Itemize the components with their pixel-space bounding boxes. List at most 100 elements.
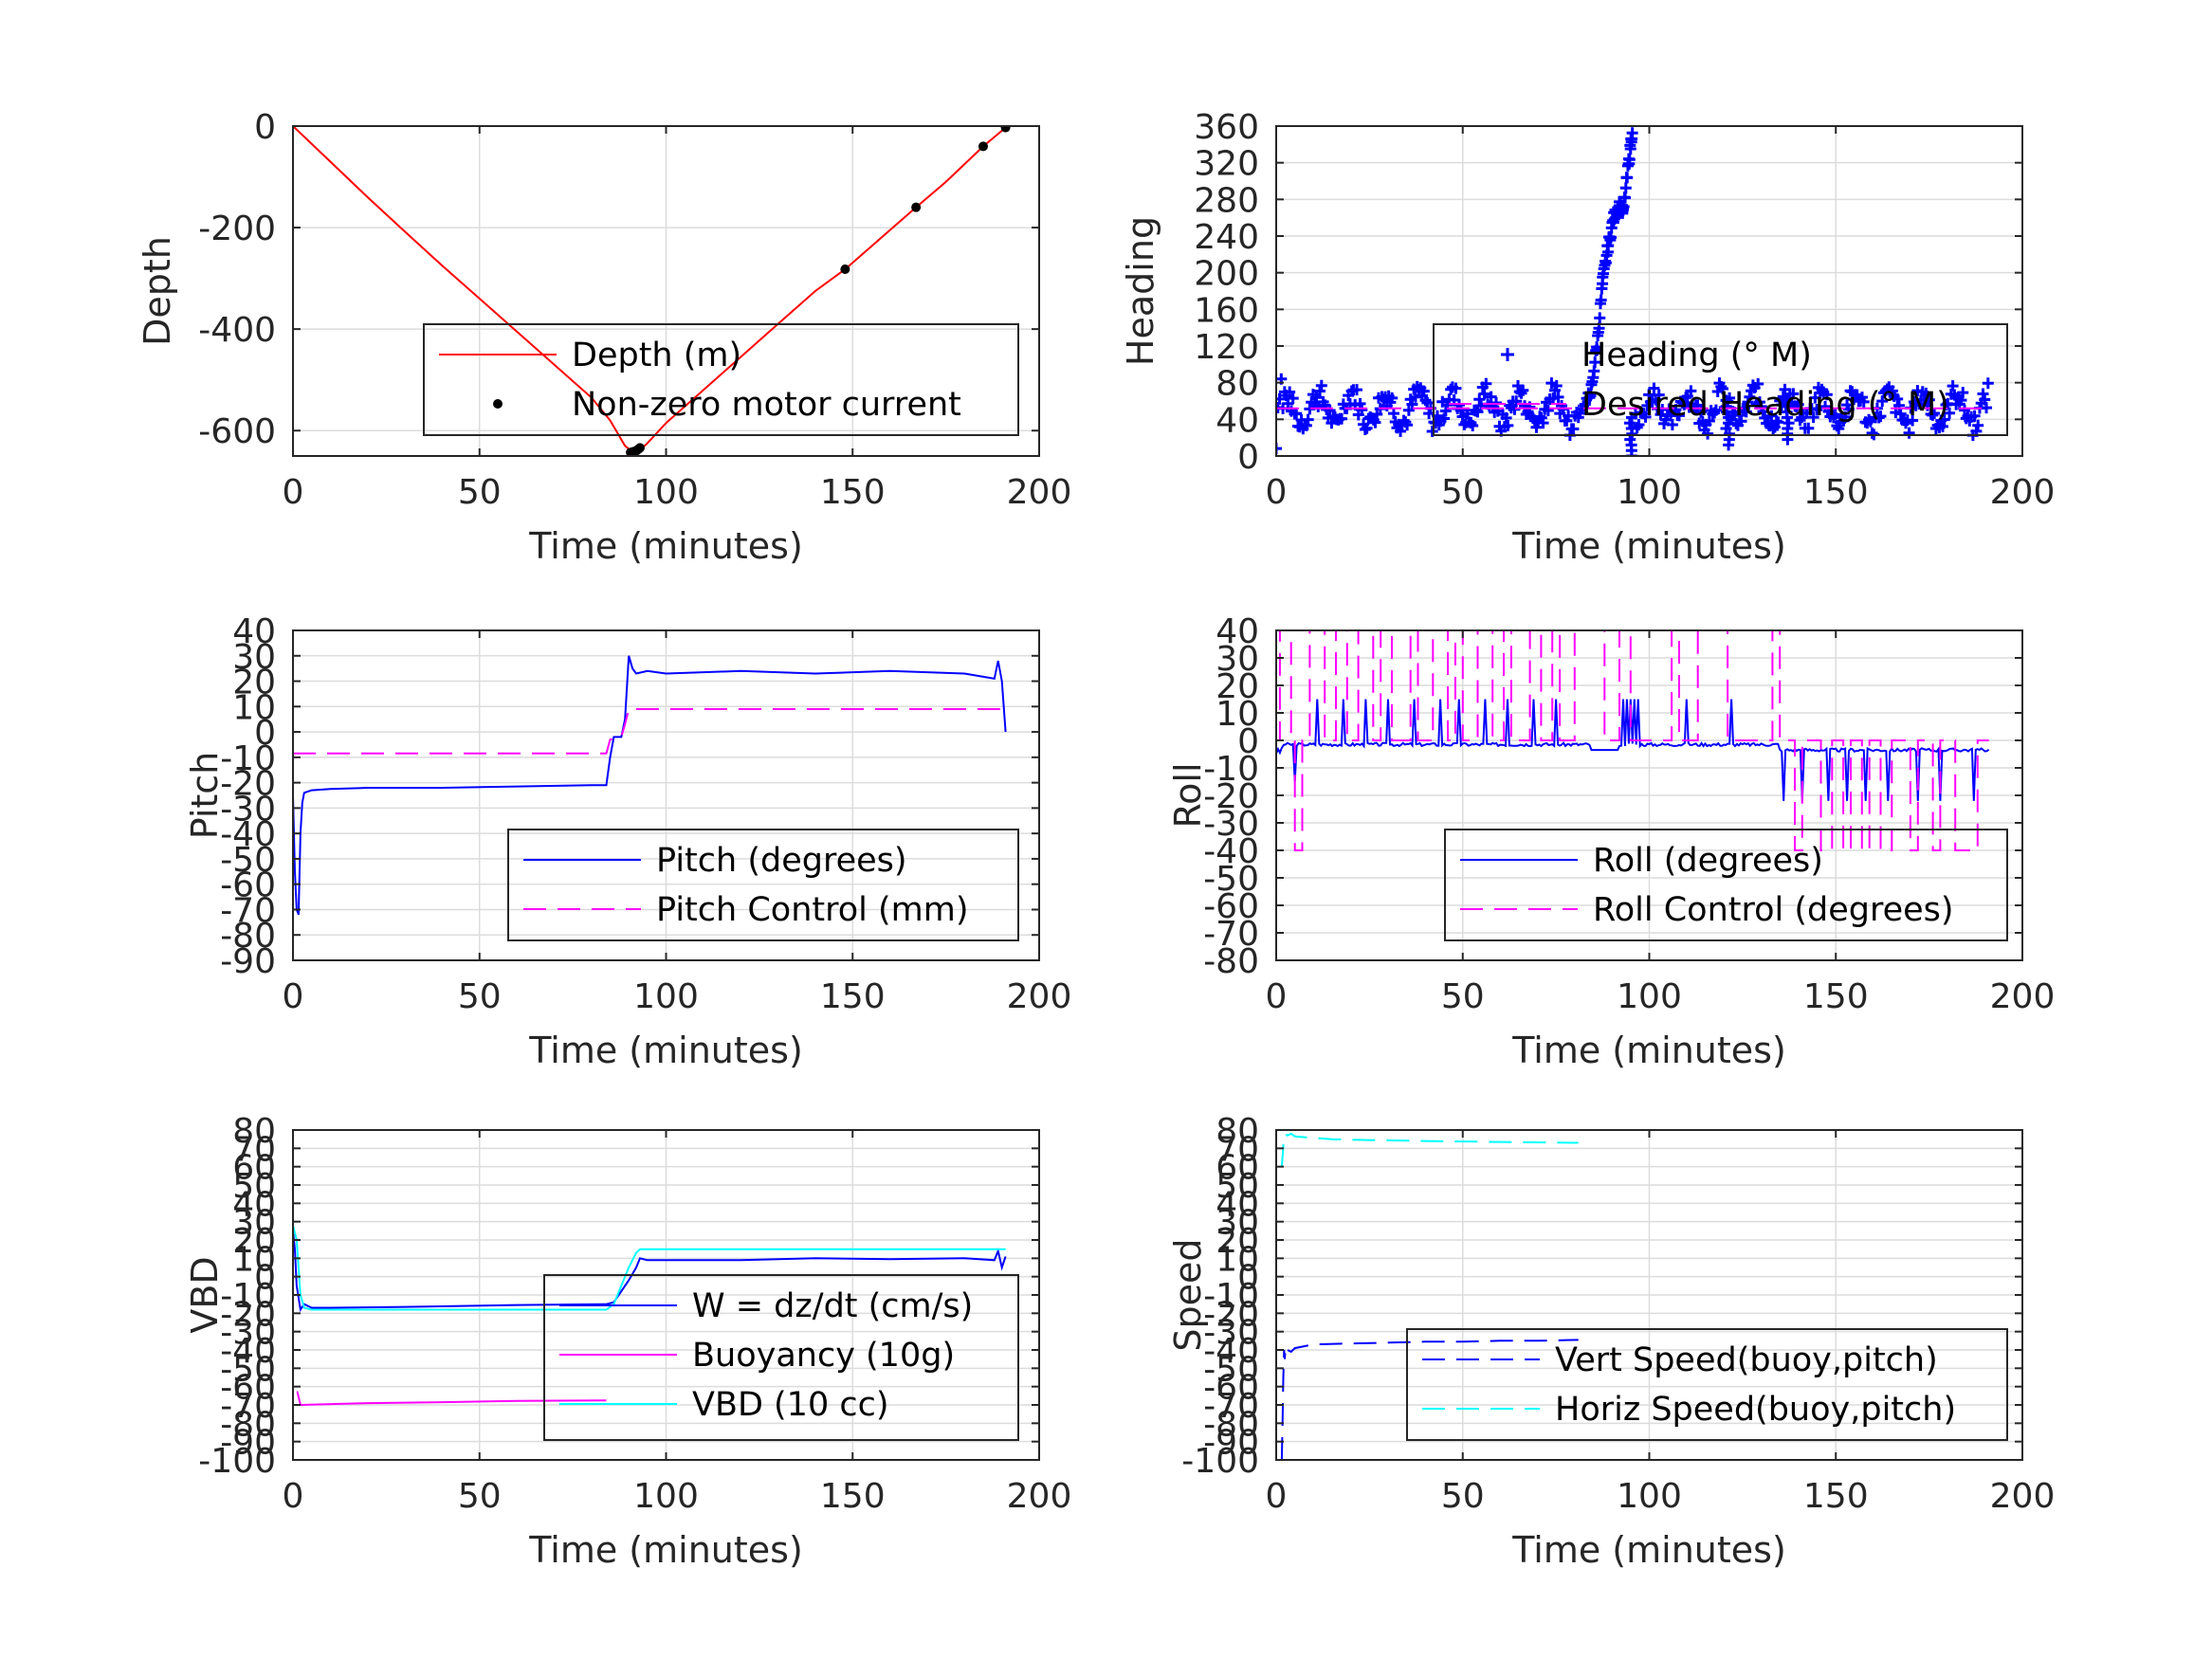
y-tick-label: 10 [1216, 695, 1259, 734]
y-tick-label: 70 [1216, 1130, 1259, 1169]
heading-marker [1903, 427, 1915, 439]
y-tick-label: 30 [232, 638, 276, 677]
y-tick-label: -40 [220, 1332, 276, 1371]
heading-marker [1450, 382, 1462, 394]
heading-marker [1639, 410, 1652, 423]
heading-marker [1920, 387, 1932, 399]
y-tick-label: 20 [232, 664, 276, 702]
motor-current-dot [634, 443, 645, 453]
legend-label: Pitch Control (mm) [656, 891, 968, 929]
x-tick-label: 200 [1990, 1477, 2056, 1516]
heading-marker [1782, 417, 1795, 429]
heading-marker [1857, 395, 1870, 408]
series-w-dz-dt-cm-s [293, 1231, 1007, 1313]
y-tick-label: 320 [1194, 145, 1259, 184]
y-tick-label: -20 [1203, 777, 1259, 816]
heading-marker [1395, 425, 1407, 437]
y-tick-label: -60 [220, 1369, 276, 1408]
heading-marker [1829, 409, 1841, 421]
heading-marker [1589, 356, 1601, 369]
y-tick-label: 20 [1216, 667, 1259, 706]
legend-label: VBD (10 cc) [692, 1386, 889, 1424]
heading-marker [1302, 413, 1314, 426]
y-tick-label: 280 [1194, 181, 1259, 220]
heading-marker [1648, 382, 1660, 394]
y-tick-label: -60 [220, 866, 276, 905]
y-tick-label: 40 [1216, 612, 1259, 651]
heading-marker [1886, 385, 1898, 397]
heading-marker [1982, 377, 1994, 390]
x-tick-label: 150 [820, 473, 886, 512]
y-tick-label: -100 [1181, 1442, 1259, 1481]
heading-marker [1740, 406, 1752, 418]
heading-marker [1787, 388, 1800, 400]
heading-marker [1417, 385, 1430, 397]
heading-marker [1300, 419, 1312, 431]
x-tick-label: 50 [1441, 473, 1485, 512]
heading-marker [1833, 423, 1845, 435]
heading-marker [1578, 400, 1590, 412]
x-tick-label: 150 [820, 1477, 886, 1516]
heading-marker [1537, 417, 1549, 429]
y-tick-label: -40 [1203, 832, 1259, 871]
y-tick-label: -70 [220, 891, 276, 930]
x-tick-label: 150 [820, 977, 886, 1016]
heading-marker [1623, 417, 1636, 429]
x-axis-label: Time (minutes) [1511, 525, 1786, 567]
panel-depth: 0 50 100 150 200 0 -200 -400 -600 Time (minutes) D… [137, 108, 1071, 567]
legend-label: Buoyancy (10g) [692, 1337, 955, 1375]
y-tick-label: 0 [254, 1259, 276, 1298]
heading-marker [1957, 387, 1969, 399]
series-group [293, 1225, 1007, 1407]
series-pitch-control-mm [293, 708, 1006, 755]
heading-marker [1605, 231, 1618, 244]
y-tick-label: -50 [1203, 1350, 1259, 1389]
heading-marker [1733, 410, 1746, 422]
heading-marker [1542, 405, 1554, 417]
heading-marker [1929, 407, 1941, 419]
x-tick-label: 100 [1617, 473, 1682, 512]
heading-marker [1959, 404, 1971, 416]
x-tick-label: 100 [1617, 1477, 1682, 1516]
y-tick-label: 30 [232, 1204, 276, 1243]
y-tick-label: -90 [220, 942, 276, 981]
heading-marker [1472, 406, 1484, 418]
heading-marker [1923, 393, 1935, 406]
y-tick-label: 160 [1194, 291, 1259, 330]
y-axis-label: Heading [1120, 216, 1161, 366]
y-axis-label: VBD [184, 1256, 226, 1333]
legend-box [1406, 1328, 2008, 1441]
series-roll-degrees [1276, 699, 1990, 801]
heading-marker [1820, 389, 1833, 401]
heading-marker [1619, 191, 1632, 204]
y-tick-label: 10 [232, 1240, 276, 1279]
heading-marker [1467, 419, 1479, 431]
heading-marker [1685, 385, 1697, 397]
legend-label: Roll Control (degrees) [1593, 891, 1954, 929]
heading-marker [1500, 411, 1512, 424]
legend: Heading (° M) Desired Heading (° M) [1433, 323, 2008, 436]
heading-marker [1876, 395, 1889, 408]
heading-marker [1623, 154, 1636, 166]
heading-marker [1324, 404, 1336, 416]
heading-marker [1720, 400, 1732, 412]
heading-marker [1490, 396, 1502, 409]
x-tick-label: 0 [283, 1477, 304, 1516]
heading-marker [1724, 392, 1736, 404]
series-vbd-10-cc [293, 1225, 1006, 1311]
panel-roll: 0 50 100 150 200403020100-10-20-30-40-50-60-… [1167, 612, 2055, 1071]
legend: Roll (degrees) Roll Control (degrees) [1444, 829, 2008, 941]
heading-marker [1502, 419, 1514, 431]
x-tick-label: 100 [633, 473, 699, 512]
heading-marker [1790, 400, 1802, 412]
series-vert-speed-buoy-pitch [1280, 1339, 1579, 1460]
series-group [1280, 1132, 1579, 1460]
heading-marker [1401, 419, 1414, 431]
x-tick-label: 200 [1007, 473, 1072, 512]
heading-marker [1406, 398, 1418, 410]
y-tick-label: -10 [1203, 750, 1259, 789]
legend-label: Heading (° M) [1581, 337, 1812, 374]
legend: W = dz/dt (cm/s) Buoyancy (10g) VBD (10 cc… [543, 1274, 1019, 1441]
y-tick-label: -80 [220, 917, 276, 956]
heading-marker [1944, 407, 1956, 419]
